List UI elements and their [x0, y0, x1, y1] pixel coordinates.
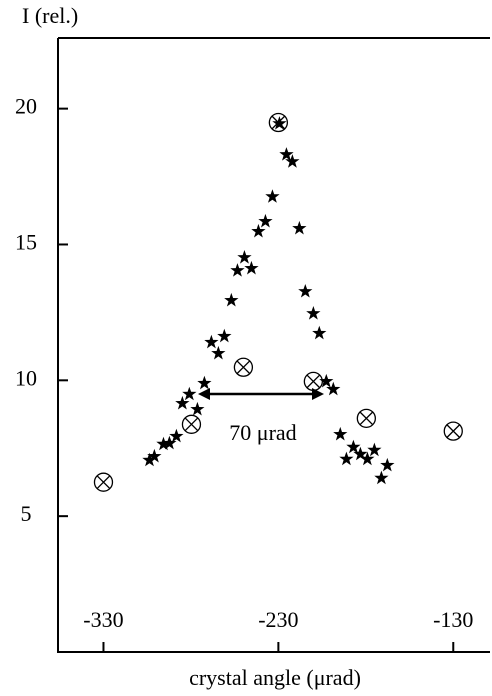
star-point: [204, 334, 219, 349]
x-axis-label: crystal angle (μrad): [189, 665, 361, 690]
star-point: [182, 386, 197, 401]
star-point: [162, 435, 177, 450]
star-point: [251, 223, 266, 238]
star-point: [326, 381, 341, 396]
star-point: [265, 189, 280, 203]
marker-cross: [96, 475, 111, 490]
y-tick-label: 10: [15, 365, 37, 390]
star-point: [147, 448, 162, 463]
annotation: 70 μrad: [229, 420, 296, 445]
star-point: [279, 147, 294, 161]
y-axis-label: I (rel.): [22, 3, 78, 28]
circle-cross-point: [443, 421, 463, 441]
star-point: [217, 328, 232, 343]
star-point: [360, 451, 375, 466]
circle-cross-point: [233, 357, 254, 377]
star-point: [312, 325, 327, 340]
marker-cross: [359, 411, 374, 426]
circle-cross-point: [268, 112, 289, 133]
y-tick-label: 5: [21, 501, 32, 526]
star-point: [298, 284, 313, 298]
marker-cross: [306, 374, 321, 389]
star-point: [237, 250, 252, 264]
star-point: [258, 213, 273, 228]
y-tick-label: 15: [15, 230, 37, 255]
circle-cross-point: [356, 408, 376, 429]
marker-cross: [184, 417, 199, 432]
star-point: [319, 373, 334, 388]
star-point: [346, 439, 361, 454]
marker-circle: [181, 414, 202, 434]
x-tick-label: -230: [258, 607, 298, 632]
marker-circle: [93, 472, 114, 492]
star-point: [353, 446, 368, 461]
circle-cross-point: [181, 414, 202, 434]
star-point: [333, 426, 348, 441]
star-point: [306, 306, 321, 320]
star-point: [285, 154, 300, 168]
y-tick-label: 20: [15, 94, 37, 119]
star-point: [190, 401, 205, 416]
marker-circle: [268, 112, 289, 133]
marker-circle: [233, 357, 254, 377]
marker-circle: [443, 421, 463, 441]
star-point: [211, 345, 226, 360]
star-point: [197, 375, 212, 390]
marker-cross: [236, 360, 251, 375]
marker-cross: [446, 424, 461, 438]
star-point: [292, 220, 307, 235]
star-point: [380, 457, 395, 472]
circle-cross-point: [93, 472, 114, 492]
star-point: [156, 436, 171, 451]
marker-circle: [303, 371, 324, 392]
marker-circle: [356, 408, 376, 429]
arrow-head: [198, 388, 210, 400]
marker-cross: [271, 115, 286, 130]
star-point: [142, 452, 157, 467]
x-tick-label: -130: [433, 607, 473, 632]
circle-cross-point: [303, 371, 324, 392]
arrow-head: [312, 388, 324, 400]
star-point: [230, 263, 245, 277]
star-point: [175, 395, 190, 410]
star-point: [224, 292, 239, 307]
star-point: [244, 260, 259, 275]
star-point: [339, 451, 354, 466]
x-tick-label: -330: [83, 607, 123, 632]
star-point: [367, 442, 382, 457]
star-point: [374, 470, 389, 485]
star-point: [169, 428, 184, 443]
